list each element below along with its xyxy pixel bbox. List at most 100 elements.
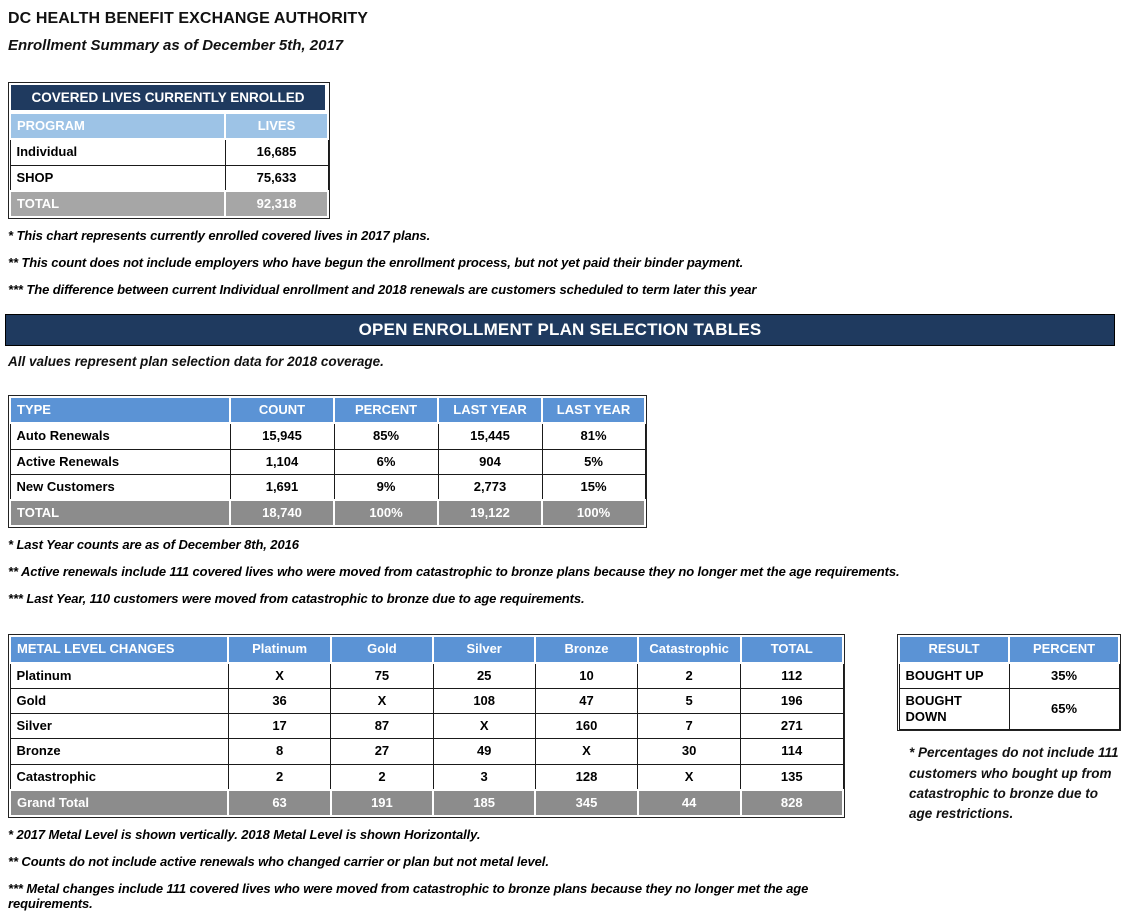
table-cell: 15% — [541, 473, 646, 501]
row-label: BOUGHT DOWN — [898, 687, 1010, 731]
table-body: BOUGHT UP 35% BOUGHT DOWN 65% — [898, 662, 1120, 731]
table-cell: 63 — [227, 788, 332, 818]
column-header: METAL LEVEL CHANGES — [8, 635, 230, 664]
metal-changes-grid: METAL LEVEL CHANGES Platinum Gold Silver Bro… — [8, 635, 845, 818]
table-cell: 100% — [541, 498, 646, 528]
table-cell: 2 — [330, 763, 434, 791]
table-row: BOUGHT UP 35% — [898, 662, 1120, 689]
page-title: DC HEALTH BENEFIT EXCHANGE AUTHORITY — [8, 10, 369, 27]
table-cell: 9% — [333, 473, 439, 501]
table-cell: 2 — [637, 662, 742, 689]
table-cell: 27 — [330, 738, 434, 765]
table-cell: 100% — [333, 498, 439, 528]
table-cell: 160 — [534, 712, 639, 740]
footnote: ** This count does not include employers… — [8, 255, 744, 270]
footnote: ** Counts do not include active renewals… — [8, 854, 549, 869]
table-row: Catastrophic 2 2 3 128 X 135 — [9, 763, 844, 791]
table-cell: 7 — [637, 712, 742, 740]
column-header: Silver — [432, 635, 537, 664]
column-header: RESULT — [898, 635, 1010, 664]
table-cell: 3 — [432, 763, 536, 791]
section-banner: OPEN ENROLLMENT PLAN SELECTION TABLES — [5, 314, 1115, 346]
table-cell: 19,122 — [437, 498, 543, 528]
table-header-row: PROGRAM LIVES — [9, 111, 329, 141]
row-label: Silver — [9, 712, 229, 740]
table-body: Individual 16,685 SHOP 75,633 — [9, 138, 329, 192]
column-header: PERCENT — [1008, 635, 1120, 664]
table-row: TYPE COUNT PERCENT LAST YEAR LAST YEAR — [9, 395, 646, 425]
footnote: *** Last Year, 110 customers were moved … — [8, 591, 585, 607]
column-header: LAST YEAR — [541, 395, 646, 425]
table-cell: 47 — [534, 687, 639, 715]
table-total-row: TOTAL 18,740 100% 19,122 100% — [9, 498, 646, 528]
table-cell: 92,318 — [224, 189, 329, 219]
table-cell: 8 — [227, 738, 332, 765]
column-header: Platinum — [227, 635, 332, 664]
result-table: RESULT PERCENT BOUGHT UP 35% BOUGHT DOWN 65% — [897, 634, 1121, 732]
column-header: TOTAL — [739, 635, 845, 664]
table-row: Gold 36 X 108 47 5 196 — [9, 687, 844, 715]
table-row: RESULT PERCENT — [898, 635, 1120, 664]
table-cell: 185 — [432, 788, 537, 818]
table-row: Platinum X 75 25 10 2 112 — [9, 662, 844, 689]
table-cell: X — [432, 712, 536, 740]
column-header: Gold — [329, 635, 435, 664]
metal-changes-footnotes: * 2017 Metal Level is shown vertically. … — [8, 827, 845, 911]
table-cell: 191 — [329, 788, 435, 818]
table-cell: 10 — [534, 662, 639, 689]
table-row: Auto Renewals 15,945 85% 15,445 81% — [9, 422, 646, 450]
plan-selection-table: TYPE COUNT PERCENT LAST YEAR LAST YEAR Auto … — [8, 395, 647, 529]
table-cell: 5% — [541, 448, 646, 475]
table-cell: 18,740 — [229, 498, 335, 528]
column-header: TYPE — [9, 395, 231, 425]
table-row: Grand Total 63 191 185 345 44 828 — [8, 788, 845, 818]
table-cell: X — [330, 687, 434, 715]
table-cell: 114 — [740, 738, 844, 765]
column-header: Bronze — [534, 635, 639, 664]
table-cell: 35% — [1008, 662, 1120, 689]
footnote: *** The difference between current Indiv… — [8, 282, 757, 297]
table-cell: 904 — [437, 448, 543, 475]
table-cell: 6% — [333, 448, 439, 475]
table-cell: 65% — [1008, 687, 1120, 731]
row-label: Platinum — [9, 662, 229, 689]
table-cell: 36 — [227, 687, 332, 715]
table-body: Auto Renewals 15,945 85% 15,445 81% Active Re… — [9, 422, 646, 501]
footnote: *** Metal changes include 111 covered li… — [8, 881, 809, 911]
table-row: Active Renewals 1,104 6% 904 5% — [9, 448, 646, 475]
row-label: Bronze — [9, 738, 229, 765]
row-label: SHOP — [9, 164, 226, 192]
row-label: Active Renewals — [9, 448, 231, 475]
table-cell: 15,445 — [437, 422, 543, 450]
table-cell: 85% — [333, 422, 439, 450]
section-banner-subtitle: All values represent plan selection data… — [8, 354, 384, 369]
table-cell: X — [534, 738, 639, 765]
column-header: LAST YEAR — [437, 395, 543, 425]
table-row: PROGRAM LIVES — [9, 111, 329, 141]
table-cell: 271 — [740, 712, 844, 740]
table-cell: 128 — [534, 763, 639, 791]
table-header-row: RESULT PERCENT — [898, 635, 1120, 664]
table-cell: X — [227, 662, 332, 689]
footnote: * This chart represents currently enroll… — [8, 228, 431, 243]
row-label: Catastrophic — [9, 763, 229, 791]
table-row: Bronze 8 27 49 X 30 114 — [9, 738, 844, 765]
page-subtitle: Enrollment Summary as of December 5th, 2… — [8, 37, 344, 54]
table-cell: 75 — [330, 662, 434, 689]
row-label: Individual — [9, 138, 226, 166]
row-label: Grand Total — [8, 788, 230, 818]
table-cell: 135 — [740, 763, 844, 791]
table-cell: 196 — [740, 687, 844, 715]
table-cell: 2,773 — [437, 473, 543, 501]
table-header-row: TYPE COUNT PERCENT LAST YEAR LAST YEAR — [9, 395, 646, 425]
table-row: TOTAL 92,318 — [9, 189, 329, 219]
row-label: BOUGHT UP — [898, 662, 1010, 689]
result-grid: RESULT PERCENT BOUGHT UP 35% BOUGHT DOWN 65% — [898, 635, 1120, 731]
table-cell: 15,945 — [229, 422, 335, 450]
covered-lives-grid: PROGRAM LIVES Individual 16,685 SHOP 75,633 … — [9, 111, 329, 219]
table-row: Individual 16,685 — [9, 138, 329, 166]
table-total-row: Grand Total 63 191 185 345 44 828 — [8, 788, 845, 818]
table-cell: 81% — [541, 422, 646, 450]
row-label: TOTAL — [9, 189, 226, 219]
table-cell: 87 — [330, 712, 434, 740]
